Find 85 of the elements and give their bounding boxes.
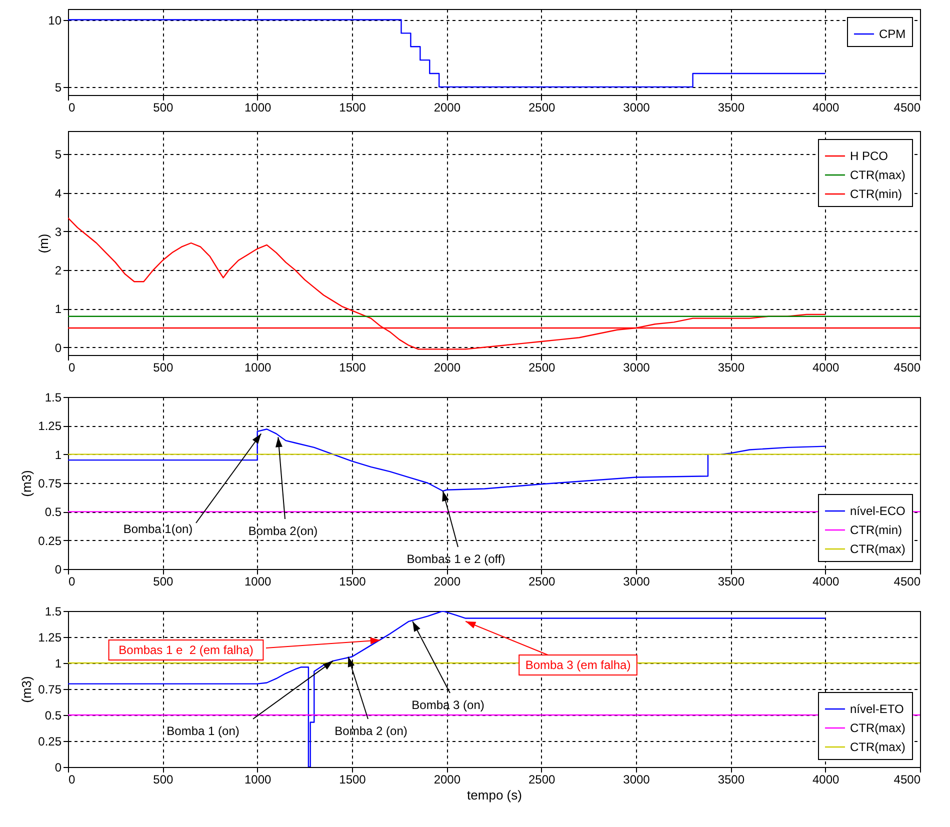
x-tick-label: 4500 [894,360,921,374]
x-tick-label: 0 [68,772,76,786]
x-tick-label: 3000 [623,360,650,374]
x-tick-label: 4000 [812,360,840,374]
x-tick-label: 2000 [434,360,461,374]
y-tick-label: 3 [54,224,62,239]
x-tick-label: 1500 [339,772,366,786]
y-tick-label: 0.75 [38,476,62,490]
x-tick-label: 1000 [244,574,272,588]
x-tick-label: 3000 [623,100,650,114]
legend-label: H PCO [850,149,888,163]
x-tick-label: 4500 [894,772,921,786]
x-tick-label: 1500 [339,574,366,588]
x-tick-label: 0 [68,574,76,588]
legend-label: CTR(max) [850,542,906,556]
annotation: Bomba 3 (on) [412,698,484,712]
x-tick-label: 2500 [528,574,556,588]
y-tick-label: 0.25 [38,734,62,748]
legend-label: CTR(min) [850,187,902,201]
legend-label: CTR(max) [850,740,906,754]
x-tick-label: 4000 [812,574,840,588]
x-tick-label: 1500 [339,360,366,374]
y-tick-label: 0.5 [44,708,62,722]
x-tick-label: 1000 [244,772,272,786]
x-tick-label: 3500 [718,100,745,114]
y-tick-label: 1.5 [44,604,62,618]
x-tick-label: 0 [68,100,76,114]
x-tick-label: 2500 [528,772,556,786]
x-tick-label: 4500 [894,100,921,114]
y-tick-label: 0.75 [38,682,62,696]
y-tick-label: 0.25 [38,534,62,548]
y-tick-label: 1 [54,448,62,462]
x-tick-label: 3500 [718,772,745,786]
y-axis-title: (m3) [19,676,34,703]
annotation: Bomba 1 (on) [166,724,240,738]
x-tick-label: 4500 [894,574,921,588]
x-tick-label: 1000 [244,100,272,114]
annotation: Bomba 2 (on) [334,724,408,738]
x-tick-label: 2000 [434,772,461,786]
x-tick-label: 500 [153,360,174,374]
x-tick-label: 3500 [718,360,745,374]
annotation: Bombas 1 e 2 (off) [406,552,506,566]
y-tick-label: 4 [54,186,62,200]
x-tick-label: 3500 [718,574,745,588]
x-tick-label: 500 [153,772,174,786]
annotation: Bombas 1 e 2 (em falha) [118,643,254,657]
legend-label: nível-ECO [850,504,906,518]
x-axis-title: tempo (s) [467,788,522,802]
y-axis-title: (m) [36,234,51,254]
y-axis-title: (m3) [19,470,34,497]
x-tick-label: 3000 [623,772,650,786]
x-tick-label: 500 [153,574,174,588]
y-tick-label: 5 [54,80,62,94]
x-tick-label: 2500 [528,360,556,374]
y-tick-label: 0.5 [44,505,62,520]
annotation: Bomba 2(on) [248,524,318,538]
legend-label: nível-ETO [850,702,904,716]
x-tick-label: 2000 [434,100,461,114]
y-tick-label: 5 [54,148,62,162]
y-tick-label: 1.25 [38,630,62,644]
y-tick-label: 0 [54,760,62,774]
x-tick-label: 4000 [812,772,840,786]
y-tick-label: 1.5 [44,390,62,404]
x-tick-label: 1000 [244,360,272,374]
x-tick-label: 2000 [434,574,461,588]
x-tick-label: 2500 [528,100,556,114]
x-tick-label: 500 [153,100,174,114]
annotation: Bomba 3 (em falha) [525,658,631,672]
y-tick-label: 0 [54,562,62,576]
x-tick-label: 1500 [339,100,366,114]
y-tick-label: 2 [54,264,62,278]
y-tick-label: 1 [54,302,62,316]
y-tick-label: 0 [54,340,62,355]
legend-label: CTR(min) [850,523,902,537]
line-series [68,611,826,767]
x-tick-label: 3000 [623,574,650,588]
legend-label: CTR(max) [850,721,906,735]
legend-label: CTR(max) [850,168,906,182]
x-tick-label: 0 [68,360,76,374]
annotation: Bomba 1(on) [123,522,193,536]
y-tick-label: 1 [54,656,62,670]
x-tick-label: 4000 [812,100,840,114]
y-tick-label: 1.25 [38,419,62,434]
legend-label: CPM [879,27,906,41]
y-tick-label: 10 [48,13,62,28]
